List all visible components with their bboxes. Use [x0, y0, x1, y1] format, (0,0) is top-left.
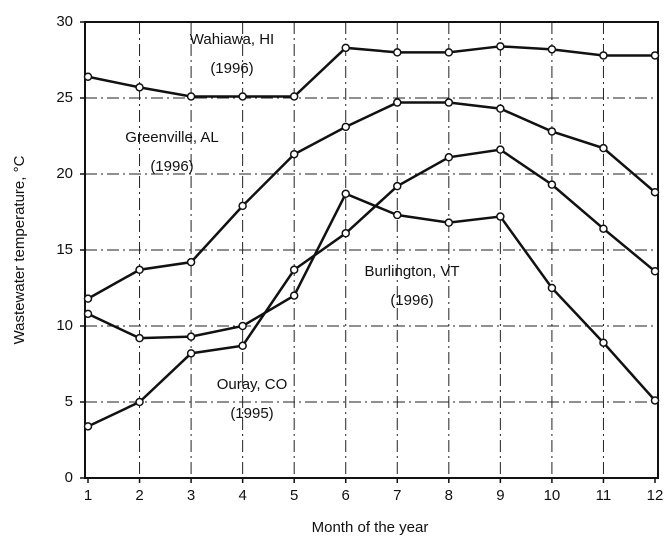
point: [341, 43, 350, 53]
point: [186, 257, 196, 267]
x-tick-label: 8: [445, 487, 453, 504]
point: [83, 309, 93, 319]
point: [599, 224, 608, 233]
point: [496, 212, 505, 221]
plot-frame: [84, 21, 659, 479]
x-tick-label: 1: [84, 487, 92, 504]
point: [599, 338, 608, 347]
point: [83, 294, 93, 303]
point: [547, 45, 557, 54]
x-tick-label: 11: [596, 487, 612, 504]
x-tick-label: 6: [342, 487, 350, 504]
y-tick-label: 20: [56, 165, 73, 182]
point: [496, 104, 505, 113]
series-line: [87, 192, 656, 402]
point: [393, 48, 402, 57]
series-label: Wahiawa, HI: [190, 31, 274, 48]
point: [289, 265, 299, 275]
point: [83, 72, 93, 81]
x-tick-label: 9: [496, 487, 504, 504]
y-tick-label: 30: [56, 13, 73, 30]
point: [238, 92, 247, 101]
x-tick-label: 10: [544, 487, 561, 504]
point: [186, 332, 196, 341]
point: [547, 283, 557, 293]
point: [444, 153, 454, 162]
point: [496, 42, 505, 51]
point: [135, 333, 144, 343]
x-tick-label: 5: [290, 487, 298, 504]
point: [444, 98, 454, 107]
point: [289, 92, 299, 101]
point: [341, 122, 350, 132]
point: [186, 349, 196, 358]
point: [238, 321, 247, 331]
series-label: Ouray, CO: [217, 376, 288, 393]
point: [238, 201, 247, 211]
point: [650, 51, 660, 60]
x-axis-label: Month of the year: [312, 519, 429, 536]
point: [289, 149, 299, 159]
series-note: (1996): [390, 292, 433, 309]
series-label: Burlington, VT: [364, 263, 459, 280]
point: [341, 189, 350, 199]
series-line: [87, 101, 656, 300]
point: [547, 127, 557, 136]
point: [599, 143, 608, 153]
point: [186, 92, 196, 101]
y-tick-label: 5: [65, 393, 73, 410]
point: [289, 291, 299, 300]
point: [135, 397, 144, 407]
y-tick-label: 0: [65, 469, 73, 486]
series-note: (1995): [230, 405, 273, 422]
x-tick-label: 7: [393, 487, 401, 504]
x-tick-label: 2: [135, 487, 143, 504]
point: [599, 51, 608, 60]
series-line: [87, 148, 656, 428]
y-axis-label: Wastewater temperature, °C: [11, 155, 28, 344]
series-line: [87, 45, 655, 98]
point: [650, 267, 660, 276]
point: [393, 181, 402, 191]
point: [650, 187, 660, 197]
point: [393, 98, 402, 107]
point: [444, 48, 454, 57]
x-tick-label: 12: [647, 487, 664, 504]
point: [650, 396, 660, 405]
point: [83, 422, 93, 431]
point: [496, 145, 505, 154]
point: [444, 218, 454, 227]
y-tick-label: 15: [56, 241, 73, 258]
x-tick-label: 3: [187, 487, 195, 504]
point: [238, 341, 247, 351]
point: [341, 229, 350, 238]
point: [135, 83, 144, 92]
series-label: Greenville, AL: [125, 129, 218, 146]
point: [135, 265, 144, 275]
series-note: (1996): [210, 60, 253, 77]
x-tick-label: 4: [238, 487, 246, 504]
point: [393, 210, 402, 220]
y-tick-label: 10: [56, 317, 73, 334]
y-tick-label: 25: [56, 89, 73, 106]
series-note: (1996): [150, 158, 193, 175]
point: [547, 180, 557, 189]
